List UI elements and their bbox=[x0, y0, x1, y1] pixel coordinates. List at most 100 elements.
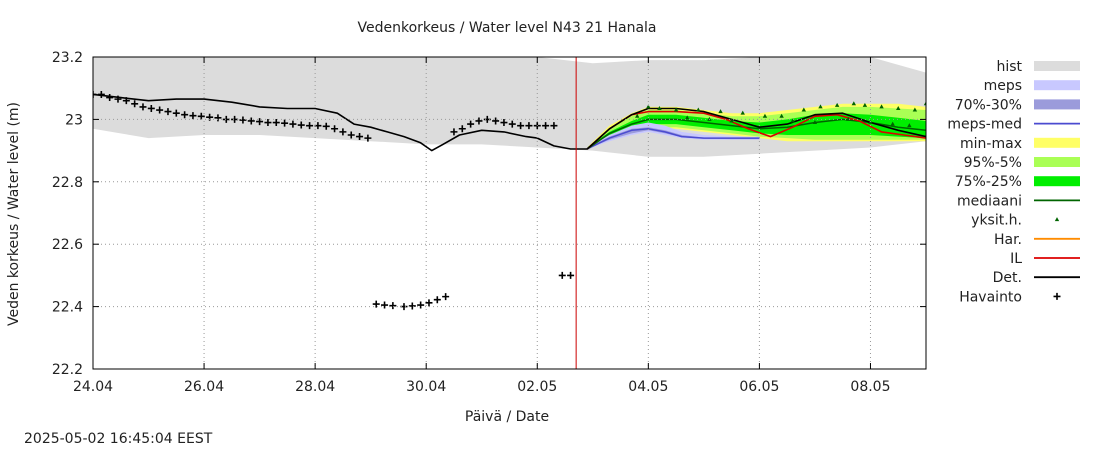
havainto-point bbox=[542, 122, 550, 130]
x-tick-label: 28.04 bbox=[295, 379, 335, 395]
legend-swatch bbox=[1034, 157, 1080, 167]
legend-label: hist bbox=[996, 59, 1022, 75]
series-det-line bbox=[93, 93, 926, 152]
havainto-point bbox=[425, 299, 433, 307]
y-tick-label: 23.2 bbox=[52, 50, 83, 66]
legend: hist meps 70%-30% meps-med min-max 95%-5% 75%-… bbox=[947, 59, 1080, 305]
legend-label: 75%-25% bbox=[955, 174, 1022, 190]
plot-content bbox=[93, 57, 926, 311]
yksit-marker bbox=[696, 107, 701, 112]
havainto-point bbox=[264, 119, 272, 127]
plot-frame bbox=[92, 56, 927, 370]
series-meps-band bbox=[587, 122, 760, 149]
legend-item-mediaani: mediaani bbox=[957, 193, 1080, 209]
legend-item-det: Det. bbox=[993, 270, 1080, 286]
havainto-point bbox=[289, 120, 297, 128]
havainto-point bbox=[517, 122, 525, 130]
series-meps-med-line bbox=[586, 128, 760, 150]
yksit-marker bbox=[896, 105, 901, 110]
chart-title: Vedenkorkeus / Water level N43 21 Hanala bbox=[357, 20, 656, 36]
legend-label: mediaani bbox=[957, 193, 1022, 209]
havainto-point bbox=[508, 120, 516, 128]
yksit-marker bbox=[729, 118, 734, 123]
havainto-point bbox=[500, 119, 508, 127]
legend-label: meps-med bbox=[947, 117, 1022, 133]
yksit-marker bbox=[657, 105, 662, 110]
havainto-point bbox=[156, 106, 164, 114]
yksit-marker bbox=[635, 113, 640, 118]
havainto-point bbox=[197, 112, 205, 120]
legend-swatch bbox=[1053, 292, 1061, 300]
legend-label: yksit.h. bbox=[971, 213, 1022, 229]
havainto-point bbox=[214, 114, 222, 122]
havainto-point bbox=[306, 122, 314, 130]
havainto-point bbox=[172, 109, 180, 117]
legend-label: 95%-5% bbox=[964, 155, 1022, 171]
yksit-marker bbox=[890, 121, 895, 126]
havainto-point bbox=[442, 293, 450, 301]
legend-label: Havainto bbox=[959, 289, 1022, 305]
havainto-point bbox=[122, 97, 130, 105]
series-hist-band bbox=[93, 57, 926, 157]
havainto-point bbox=[381, 301, 389, 309]
legend-label: Det. bbox=[993, 270, 1022, 286]
x-axis-label: Päivä / Date bbox=[465, 409, 549, 425]
havainto-point bbox=[181, 111, 189, 119]
yksit-marker bbox=[912, 107, 918, 112]
legend-item-75-25: 75%-25% bbox=[955, 174, 1080, 190]
havainto-point bbox=[297, 121, 305, 129]
series-il-line bbox=[586, 110, 926, 150]
havainto-point bbox=[164, 108, 172, 116]
y-tick-label: 22.6 bbox=[52, 237, 83, 253]
yksit-marker bbox=[646, 104, 651, 109]
legend-item-70-30: 70%-30% bbox=[955, 97, 1080, 113]
havainto-point bbox=[372, 300, 380, 308]
yksit-marker bbox=[851, 101, 857, 106]
havainto-point bbox=[433, 296, 441, 304]
havainto-point bbox=[356, 133, 364, 141]
havainto-point bbox=[331, 125, 339, 133]
havainto-point bbox=[558, 271, 566, 279]
y-tick-label: 22.4 bbox=[52, 300, 83, 316]
x-tick-label: 08.05 bbox=[850, 379, 890, 395]
legend-swatch bbox=[1054, 217, 1060, 222]
havainto-point bbox=[567, 271, 575, 279]
legend-item-il: IL bbox=[1010, 251, 1080, 267]
havainto-point bbox=[550, 122, 558, 130]
havainto-point bbox=[364, 134, 372, 142]
yksit-marker bbox=[801, 107, 807, 112]
legend-item-meps: meps bbox=[984, 78, 1080, 94]
havainto-point bbox=[189, 112, 197, 120]
yksit-marker bbox=[812, 120, 818, 125]
legend-item-95-5: 95%-5% bbox=[964, 155, 1080, 171]
havainto-point bbox=[525, 122, 533, 130]
yksit-marker bbox=[868, 120, 873, 125]
havainto-point bbox=[106, 94, 114, 102]
legend-swatch bbox=[1034, 99, 1080, 110]
legend-swatch bbox=[1034, 176, 1080, 187]
legend-swatch bbox=[1034, 61, 1080, 71]
legend-label: meps bbox=[984, 78, 1022, 94]
plot-area: 22.2 22.4 22.6 22.8 23 23.2 24.04 26.04 28.04 30.… bbox=[52, 50, 927, 395]
y-tick-label: 22.2 bbox=[52, 362, 83, 378]
havainto-point bbox=[247, 117, 255, 125]
havainto-point bbox=[239, 116, 247, 124]
yksit-marker bbox=[779, 113, 784, 118]
x-tick-label: 24.04 bbox=[73, 379, 113, 395]
yksit-marker bbox=[685, 115, 690, 120]
havainto-point bbox=[339, 128, 347, 136]
yksit-marker bbox=[718, 109, 723, 114]
havainto-point bbox=[256, 118, 264, 126]
x-tick-label: 06.05 bbox=[739, 379, 779, 395]
x-tick-label: 04.05 bbox=[628, 379, 668, 395]
timestamp: 2025-05-02 16:45:04 EEST bbox=[24, 431, 213, 447]
yksit-marker bbox=[879, 104, 884, 109]
y-tick-label: 23 bbox=[65, 112, 83, 128]
havainto-point bbox=[272, 119, 280, 127]
legend-item-havainto: Havainto bbox=[959, 289, 1061, 305]
yksit-marker bbox=[923, 101, 926, 106]
havainto-point bbox=[417, 301, 425, 309]
legend-item-meps-med: meps-med bbox=[947, 117, 1080, 133]
legend-item-hist: hist bbox=[996, 59, 1080, 75]
havainto-point bbox=[322, 122, 330, 130]
